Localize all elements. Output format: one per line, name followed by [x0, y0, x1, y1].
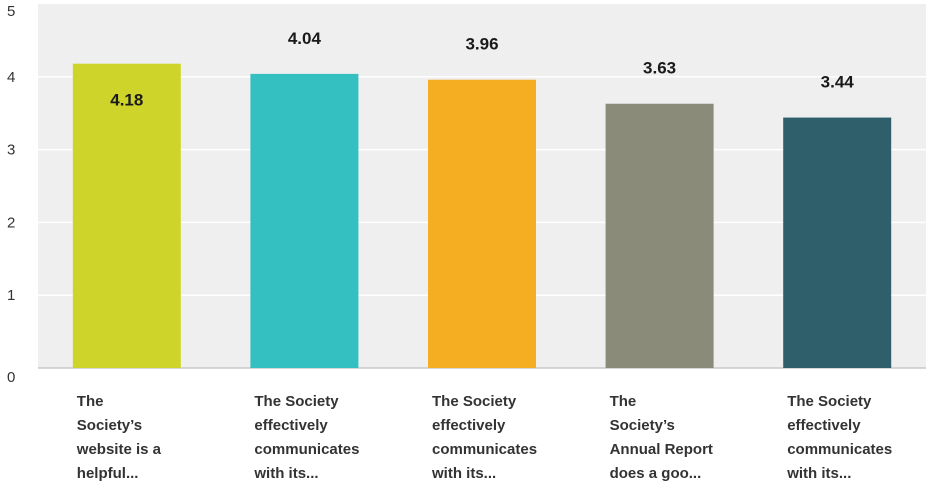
bars: [72, 63, 892, 369]
x-category-label: The: [77, 393, 104, 410]
data-label: 4.04: [288, 29, 322, 48]
y-tick-label: 3: [7, 142, 15, 159]
bar: [605, 103, 714, 369]
x-category-label: does a goo...: [610, 465, 702, 482]
x-category-label: Society’s: [77, 417, 142, 434]
y-tick-label: 0: [7, 369, 15, 386]
y-tick-label: 4: [7, 69, 15, 86]
x-category-label: Annual Report: [610, 441, 713, 458]
x-category-label: with its...: [253, 465, 318, 482]
category-labels: The Society’s website is a helpful... The So…: [76, 393, 892, 482]
bar: [250, 73, 359, 368]
x-category-label: The Society: [254, 393, 339, 410]
y-tick-label: 2: [7, 214, 15, 231]
x-category-label: effectively: [432, 417, 506, 434]
x-category-label: The: [610, 393, 637, 410]
data-label: 4.18: [110, 91, 143, 110]
data-labels: 4.18 4.04 3.96 3.63 3.44: [110, 29, 854, 110]
y-tick-label: 5: [7, 3, 15, 20]
bar: [428, 79, 536, 368]
x-category-label: website is a: [76, 441, 162, 458]
data-label: 3.44: [821, 73, 855, 92]
x-category-label: effectively: [787, 417, 861, 434]
x-category-label: The Society: [787, 393, 872, 410]
bar: [72, 63, 181, 369]
x-category-label: Society’s: [610, 417, 675, 434]
x-category-label: effectively: [254, 417, 328, 434]
bar: [783, 117, 892, 369]
x-category-label: with its...: [431, 465, 496, 482]
y-tick-label: 1: [7, 287, 15, 304]
x-category-label: communicates: [254, 441, 359, 458]
x-category-label: with its...: [786, 465, 851, 482]
x-category-label: The Society: [432, 393, 517, 410]
y-axis: 0 1 2 3 4 5: [7, 3, 15, 386]
data-label: 3.63: [643, 59, 676, 78]
data-label: 3.96: [465, 35, 498, 54]
x-category-label: communicates: [432, 441, 537, 458]
x-category-label: communicates: [787, 441, 892, 458]
x-category-label: helpful...: [77, 465, 139, 482]
